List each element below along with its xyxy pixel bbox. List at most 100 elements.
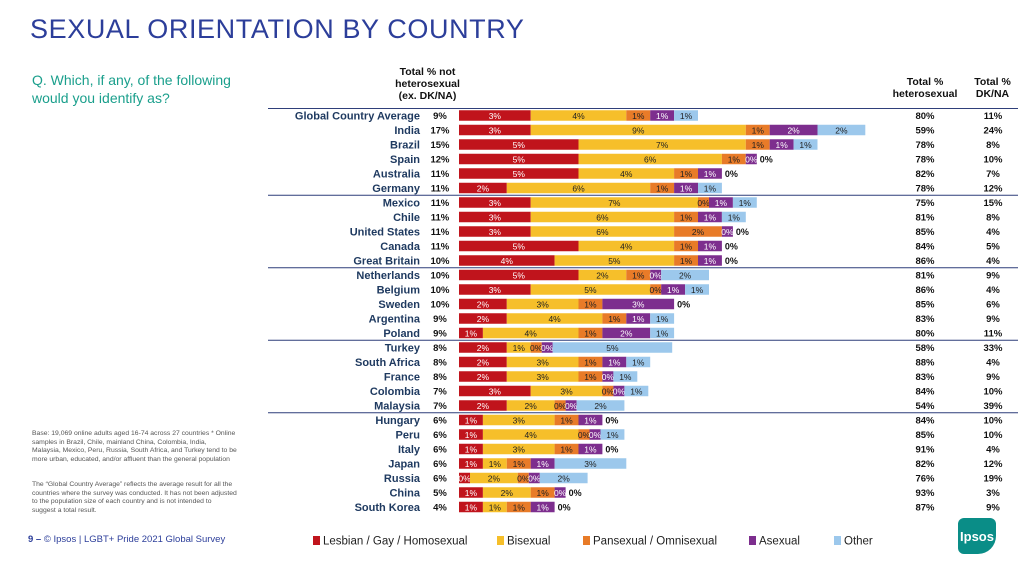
segment-label: 1% — [537, 459, 550, 469]
bar-segment — [698, 168, 722, 179]
segment-label: 0% — [677, 300, 690, 310]
bar-segment — [459, 429, 483, 440]
segment-label: 3% — [489, 285, 502, 295]
segment-label: 1% — [584, 372, 597, 382]
segment-label: 0% — [558, 503, 571, 513]
bar-segment — [745, 124, 770, 136]
segment-label: 1% — [728, 154, 741, 164]
bar-segment — [589, 429, 601, 440]
total-dk-value: 10% — [983, 155, 1003, 166]
total-hetero-value: 82% — [915, 169, 935, 180]
segment-label: 1% — [752, 140, 765, 150]
segment-label: 1% — [680, 256, 693, 266]
segment-label: 3% — [537, 357, 550, 367]
bar-segment — [661, 269, 709, 281]
header-total-dk: Total % DK/NA — [974, 76, 1011, 100]
total-not-hetero-value: 7% — [433, 401, 447, 412]
country-label: Hungary — [375, 415, 421, 427]
segment-label: 4% — [572, 111, 585, 121]
bar-segment — [530, 458, 555, 469]
country-label: India — [394, 125, 421, 137]
total-not-hetero-value: 10% — [430, 271, 450, 282]
bar-segment — [459, 211, 531, 223]
bar-segment — [650, 313, 675, 324]
bar-segment — [674, 226, 722, 237]
segment-label: 4% — [501, 256, 514, 266]
segment-label: 1% — [584, 444, 597, 454]
bar-segment — [602, 371, 614, 382]
legend-swatch — [834, 536, 841, 545]
country-label: Belgium — [377, 284, 421, 296]
total-dk-value: 3% — [986, 488, 1000, 499]
bar-segment — [459, 313, 507, 324]
bar-segment — [578, 269, 627, 281]
legend-label: Bisexual — [507, 536, 550, 548]
total-dk-value: 4% — [986, 227, 1000, 238]
total-dk-value: 12% — [983, 459, 1003, 470]
country-label: France — [384, 371, 420, 383]
segment-label: 0% — [605, 416, 618, 426]
bar-segment — [459, 139, 579, 150]
bar-segment — [650, 327, 675, 339]
bar-segment — [459, 487, 483, 498]
segment-label: 3% — [513, 444, 526, 454]
total-hetero-value: 83% — [915, 372, 935, 383]
segment-label: 5% — [513, 270, 526, 280]
bar-segment — [506, 458, 531, 469]
bar-segment — [698, 182, 722, 194]
total-not-hetero-value: 9% — [433, 314, 447, 325]
segment-label: 1% — [465, 488, 478, 498]
bar-segment — [482, 429, 579, 440]
segment-label: 0% — [602, 372, 615, 382]
segment-label: 2% — [477, 183, 490, 193]
segment-label: 2% — [835, 125, 848, 135]
segment-label: 1% — [680, 212, 693, 222]
country-label: South Korea — [355, 502, 421, 514]
total-hetero-value: 54% — [915, 401, 935, 412]
bar-segment — [459, 458, 483, 469]
bar-segment — [554, 487, 566, 498]
segment-label: 2% — [477, 343, 490, 353]
segment-label: 1% — [465, 459, 478, 469]
segment-label: 5% — [584, 285, 597, 295]
total-hetero-value: 78% — [915, 140, 935, 151]
segment-label: 0% — [602, 386, 615, 396]
total-hetero-value: 88% — [915, 358, 935, 369]
segment-label: 1% — [656, 328, 669, 338]
segment-label: 4% — [525, 430, 538, 440]
bar-segment — [506, 356, 579, 368]
total-not-hetero-value: 15% — [430, 140, 450, 151]
bar-segment — [530, 211, 675, 223]
bar-segment — [578, 429, 590, 440]
segment-label: 0% — [458, 473, 471, 483]
total-dk-value: 10% — [983, 387, 1003, 398]
segment-label: 2% — [692, 227, 705, 237]
bar-segment — [530, 124, 746, 136]
segment-label: 2% — [477, 357, 490, 367]
segment-label: 2% — [488, 473, 501, 483]
country-label: United States — [350, 226, 420, 238]
bar-segment — [576, 400, 625, 411]
total-not-hetero-value: 4% — [433, 503, 447, 514]
total-not-hetero-value: 17% — [430, 126, 450, 137]
bar-segment — [578, 327, 603, 339]
country-label: Peru — [396, 429, 420, 441]
segment-label: 1% — [560, 415, 573, 425]
segment-label: 0% — [650, 270, 663, 280]
total-hetero-value: 76% — [915, 474, 935, 485]
segment-label: 1% — [513, 502, 526, 512]
segment-label: 1% — [680, 111, 693, 121]
segment-label: 3% — [489, 198, 502, 208]
segment-label: 1% — [489, 459, 502, 469]
segment-label: 0% — [721, 227, 734, 237]
bar-segment — [565, 400, 577, 411]
bar-segment — [482, 414, 555, 426]
footer-text: © Ipsos | LGBT+ Pride 2021 Global Survey — [43, 534, 226, 545]
total-hetero-value: 93% — [915, 488, 935, 499]
total-not-hetero-value: 11% — [431, 227, 450, 238]
segment-label: 1% — [632, 357, 645, 367]
segment-label: 1% — [513, 343, 526, 353]
bar-segment — [613, 371, 638, 382]
country-label: Spain — [390, 154, 420, 166]
legend-label: Asexual — [759, 536, 800, 548]
